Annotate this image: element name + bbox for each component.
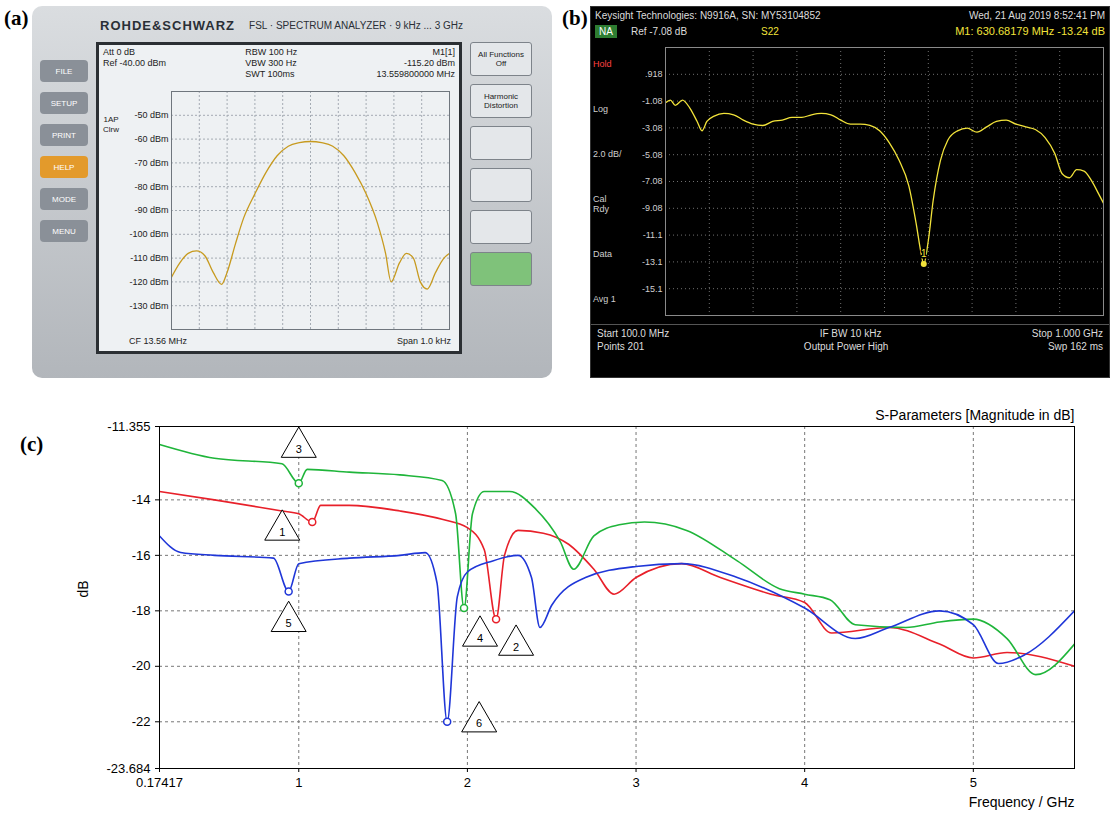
svg-text:-11.355: -11.355 xyxy=(107,419,150,434)
html-text:Clrw: Clrw xyxy=(103,125,119,134)
html-text:M1[1]: M1[1] xyxy=(432,47,455,57)
svg-text:-50 dBm: -50 dBm xyxy=(134,110,168,120)
svg-text:-23.684: -23.684 xyxy=(106,761,150,776)
html-text:Swp 162 ms: Swp 162 ms xyxy=(1048,341,1103,352)
svg-text:-90 dBm: -90 dBm xyxy=(134,205,168,215)
html-text:Stop 1.000 GHz: Stop 1.000 GHz xyxy=(1031,328,1103,339)
svg-text:1: 1 xyxy=(279,526,285,538)
svg-text:S-Parameters [Magnitude in dB]: S-Parameters [Magnitude in dB] xyxy=(875,407,1074,423)
html-text:Hold: Hold xyxy=(593,58,612,69)
html-text:Span 1.0 kHz: Span 1.0 kHz xyxy=(397,336,451,346)
svg-text:1: 1 xyxy=(295,775,302,790)
svg-text:-22: -22 xyxy=(132,714,151,729)
html-text:(c): (c) xyxy=(20,432,44,456)
svg-text:-15.1: -15.1 xyxy=(642,284,663,294)
html-text:Points 201: Points 201 xyxy=(597,341,645,352)
svg-text:-1.08: -1.08 xyxy=(642,96,663,106)
svg-text:3: 3 xyxy=(632,775,639,790)
html-text:2.0 dB/: 2.0 dB/ xyxy=(593,148,622,159)
html-text:Output Power High: Output Power High xyxy=(803,341,889,352)
svg-text:2: 2 xyxy=(513,641,519,653)
svg-text:-9.08: -9.08 xyxy=(642,203,663,213)
html-text:1AP: 1AP xyxy=(103,115,119,124)
html-text:M1: 630.68179 MHz -13.24 dB: M1: 630.68179 MHz -13.24 dB xyxy=(955,25,1105,37)
svg-text:-5.08: -5.08 xyxy=(642,150,663,160)
html-text:S22: S22 xyxy=(761,26,779,37)
svg-text:3: 3 xyxy=(296,443,302,455)
svg-text:2: 2 xyxy=(464,775,471,790)
html-text:Keysight Technologies: N9916A,: Keysight Technologies: N9916A, SN: MY531… xyxy=(595,10,821,21)
svg-text:-80 dBm: -80 dBm xyxy=(134,182,168,192)
svg-text:0.17417: 0.17417 xyxy=(136,775,183,790)
html-text:(b): (b) xyxy=(562,6,588,30)
html-text:NA: NA xyxy=(599,26,613,37)
svg-text:4: 4 xyxy=(477,632,483,644)
html-text:All Functions Off: All Functions Off xyxy=(478,50,524,68)
html-text:PRINT: PRINT xyxy=(52,130,76,140)
html-text:ROHDE&SCHWARZ: ROHDE&SCHWARZ xyxy=(100,17,236,33)
svg-text:-16: -16 xyxy=(132,548,151,563)
html-text:Ref -40.00 dBm: Ref -40.00 dBm xyxy=(103,58,166,68)
html-text:Start 100.0 MHz: Start 100.0 MHz xyxy=(597,328,670,339)
svg-text:-70 dBm: -70 dBm xyxy=(134,158,168,168)
svg-text:-110 dBm: -110 dBm xyxy=(130,253,168,263)
html-text:13.559800000 MHz: 13.559800000 MHz xyxy=(376,69,455,79)
svg-text:5: 5 xyxy=(970,775,977,790)
html-text:Avg 1: Avg 1 xyxy=(593,293,616,304)
html-text:RBW 100 Hz: RBW 100 Hz xyxy=(245,47,298,57)
html-text:SETUP: SETUP xyxy=(50,98,78,108)
html-text:CF 13.56 MHz: CF 13.56 MHz xyxy=(129,336,187,346)
svg-text:-100 dBm: -100 dBm xyxy=(129,229,168,239)
html-text:Harmonic Distortion: Harmonic Distortion xyxy=(483,92,519,110)
svg-text:-14: -14 xyxy=(132,492,151,507)
html-text:Log: Log xyxy=(593,103,608,114)
svg-text:6: 6 xyxy=(476,717,482,729)
svg-text:-130 dBm: -130 dBm xyxy=(129,301,168,311)
html-text:FSL · SPECTRUM ANALYZER · 9 kH: FSL · SPECTRUM ANALYZER · 9 kHz ... 3 GH… xyxy=(249,19,463,31)
html-text:MODE: MODE xyxy=(52,194,76,204)
html-text:IF BW 10 kHz: IF BW 10 kHz xyxy=(819,328,882,339)
html-text:VBW 300 Hz: VBW 300 Hz xyxy=(245,58,297,68)
html-text:FILE: FILE xyxy=(55,66,73,76)
html-text:Wed, 21 Aug 2019 8:52:41 PM: Wed, 21 Aug 2019 8:52:41 PM xyxy=(969,10,1105,21)
html-text:-115.20 dBm: -115.20 dBm xyxy=(404,58,455,68)
html-text:Cal Rdy: Cal Rdy xyxy=(593,193,609,214)
svg-text:-120 dBm: -120 dBm xyxy=(129,277,168,287)
svg-text:-20: -20 xyxy=(132,658,151,673)
svg-text:-7.08: -7.08 xyxy=(642,176,663,186)
html-text:(a): (a) xyxy=(4,6,29,30)
html-text:Data: Data xyxy=(593,248,612,259)
html-text:Att 0 dB: Att 0 dB xyxy=(103,47,135,57)
svg-text:1: 1 xyxy=(921,248,927,259)
svg-text:4: 4 xyxy=(801,775,808,790)
svg-text:5: 5 xyxy=(286,617,292,629)
html-text:SWT 100ms: SWT 100ms xyxy=(245,69,295,79)
html-text:MENU: MENU xyxy=(52,226,76,236)
html-text:HELP: HELP xyxy=(53,162,75,172)
html-text:Ref -7.08 dB: Ref -7.08 dB xyxy=(630,26,688,37)
svg-text:dB: dB xyxy=(75,580,91,597)
svg-text:-60 dBm: -60 dBm xyxy=(134,134,168,144)
svg-text:-3.08: -3.08 xyxy=(642,123,663,133)
svg-text:Frequency / GHz: Frequency / GHz xyxy=(969,794,1075,810)
svg-text:-13.1: -13.1 xyxy=(642,257,663,267)
svg-text:-11.1: -11.1 xyxy=(643,230,663,240)
svg-text:-18: -18 xyxy=(132,603,151,618)
svg-text:.918: .918 xyxy=(645,69,663,79)
